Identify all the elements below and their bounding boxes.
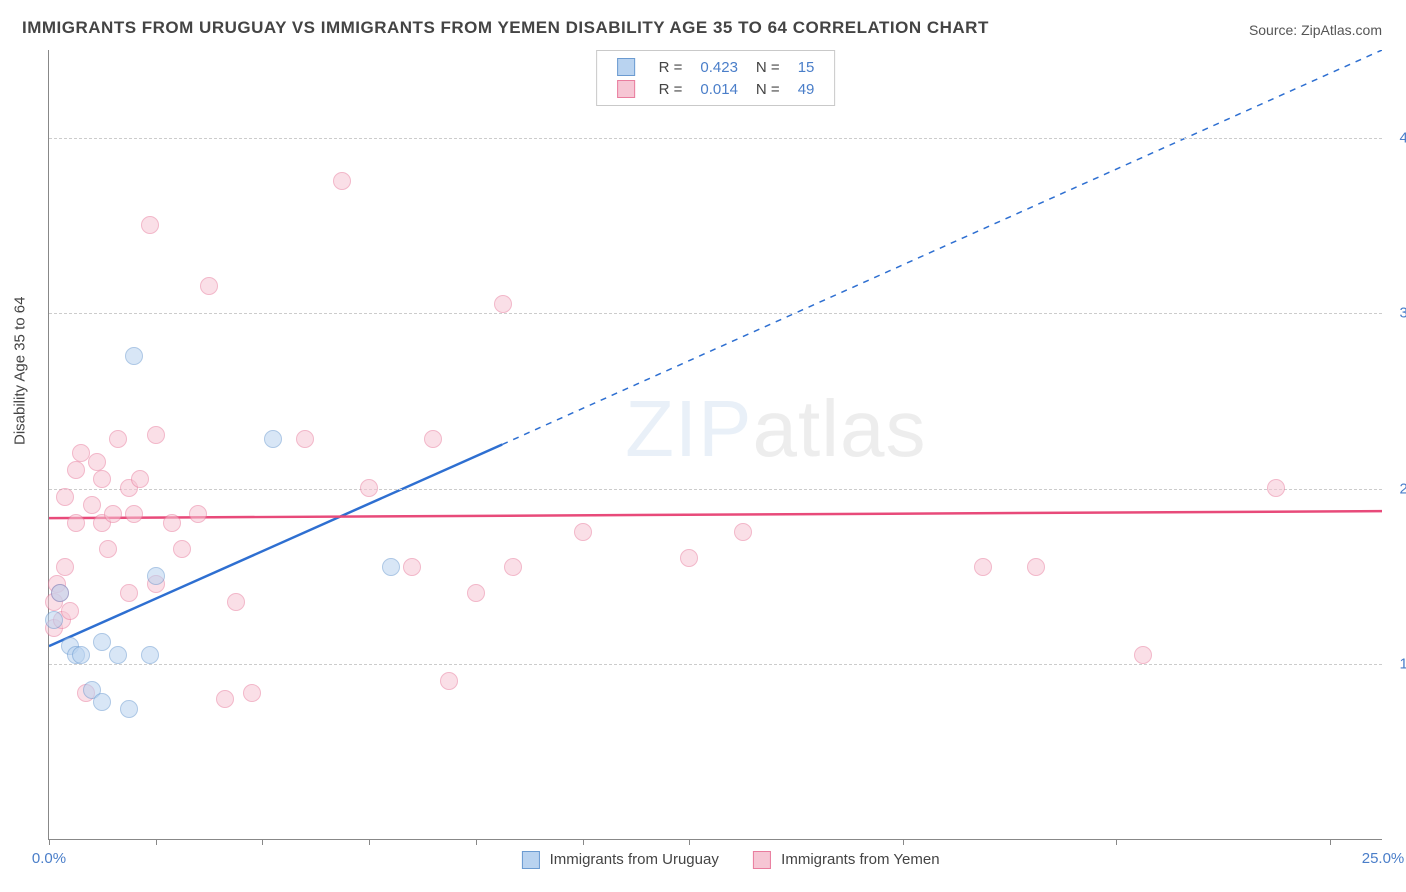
swatch-uruguay [617,58,635,76]
scatter-point-yemen [734,523,752,541]
gridline-h [49,138,1382,139]
scatter-point-yemen [120,584,138,602]
scatter-point-yemen [93,470,111,488]
scatter-point-uruguay [51,584,69,602]
correlation-legend: R = 0.423 N = 15 R = 0.014 N = 49 [596,50,836,106]
legend-swatch-yemen [753,851,771,869]
x-tick [156,839,157,845]
scatter-point-uruguay [93,693,111,711]
chart-lines-svg [49,50,1382,839]
correlation-table: R = 0.423 N = 15 R = 0.014 N = 49 [607,55,825,101]
scatter-point-uruguay [382,558,400,576]
x-tick [1116,839,1117,845]
scatter-point-uruguay [72,646,90,664]
y-tick-label: 40.0% [1387,129,1406,146]
scatter-point-yemen [504,558,522,576]
legend-swatch-uruguay [521,851,539,869]
x-tick [583,839,584,845]
scatter-point-yemen [243,684,261,702]
scatter-point-yemen [99,540,117,558]
gridline-h [49,313,1382,314]
scatter-point-yemen [333,172,351,190]
scatter-point-yemen [200,277,218,295]
scatter-point-yemen [109,430,127,448]
scatter-point-yemen [1267,479,1285,497]
x-tick [903,839,904,845]
scatter-point-yemen [147,426,165,444]
x-tick-label: 0.0% [32,850,66,867]
scatter-point-yemen [61,602,79,620]
scatter-point-uruguay [147,567,165,585]
gridline-h [49,664,1382,665]
scatter-point-yemen [494,295,512,313]
swatch-yemen [617,80,635,98]
r-label-yemen: R = [651,79,691,99]
scatter-point-yemen [131,470,149,488]
n-value-uruguay: 15 [790,57,823,77]
scatter-point-yemen [403,558,421,576]
x-tick [262,839,263,845]
x-tick [49,839,50,845]
scatter-point-yemen [227,593,245,611]
gridline-h [49,489,1382,490]
scatter-point-yemen [189,505,207,523]
scatter-point-yemen [680,549,698,567]
scatter-point-yemen [1134,646,1152,664]
watermark-suffix: atlas [753,384,927,473]
scatter-point-uruguay [125,347,143,365]
x-tick [1330,839,1331,845]
r-label-uruguay: R = [651,57,691,77]
scatter-point-uruguay [93,633,111,651]
scatter-point-yemen [125,505,143,523]
y-axis-label: Disability Age 35 to 64 [12,297,29,445]
r-value-uruguay: 0.423 [692,57,746,77]
legend-row-uruguay: R = 0.423 N = 15 [609,57,823,77]
scatter-point-uruguay [120,700,138,718]
scatter-point-yemen [56,558,74,576]
scatter-point-yemen [104,505,122,523]
plot-area: ZIPatlas R = 0.423 N = 15 R = 0.014 N = … [48,50,1382,840]
scatter-point-yemen [67,461,85,479]
scatter-point-yemen [173,540,191,558]
scatter-point-uruguay [109,646,127,664]
scatter-point-yemen [574,523,592,541]
x-tick [689,839,690,845]
n-label-yemen: N = [748,79,788,99]
scatter-point-yemen [424,430,442,448]
x-tick [476,839,477,845]
legend-label-uruguay: Immigrants from Uruguay [550,851,719,868]
scatter-point-yemen [1027,558,1045,576]
legend-label-yemen: Immigrants from Yemen [781,851,939,868]
scatter-point-yemen [141,216,159,234]
source-label: Source: ZipAtlas.com [1249,22,1382,38]
scatter-point-yemen [440,672,458,690]
watermark: ZIPatlas [625,383,926,475]
watermark-prefix: ZIP [625,384,752,473]
scatter-point-yemen [216,690,234,708]
scatter-point-yemen [974,558,992,576]
scatter-point-yemen [296,430,314,448]
scatter-point-uruguay [264,430,282,448]
scatter-point-uruguay [141,646,159,664]
scatter-point-yemen [163,514,181,532]
scatter-point-yemen [67,514,85,532]
legend-row-yemen: R = 0.014 N = 49 [609,79,823,99]
scatter-point-yemen [56,488,74,506]
series-legend: Immigrants from Uruguay Immigrants from … [491,851,939,869]
chart-title: IMMIGRANTS FROM URUGUAY VS IMMIGRANTS FR… [22,18,989,38]
r-value-yemen: 0.014 [692,79,746,99]
y-tick-label: 20.0% [1387,480,1406,497]
y-tick-label: 30.0% [1387,305,1406,322]
n-value-yemen: 49 [790,79,823,99]
x-tick [369,839,370,845]
scatter-point-uruguay [45,611,63,629]
scatter-point-yemen [360,479,378,497]
scatter-point-yemen [88,453,106,471]
scatter-point-yemen [83,496,101,514]
y-tick-label: 10.0% [1387,656,1406,673]
scatter-point-yemen [467,584,485,602]
x-tick-label: 25.0% [1362,850,1405,867]
n-label-uruguay: N = [748,57,788,77]
